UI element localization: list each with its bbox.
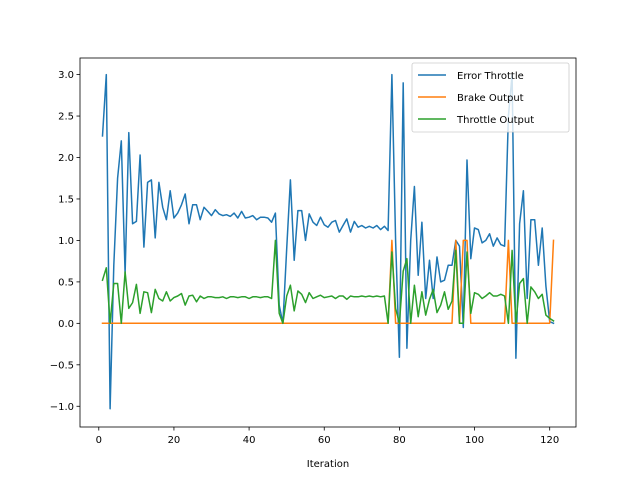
y-axis-ticks: −1.0 −0.5 0.0 0.5 1.0 1.5 2.0 2.5 3.0 bbox=[50, 70, 80, 413]
x-tick-label: 80 bbox=[393, 435, 406, 446]
legend-label-0: Error Throttle bbox=[457, 71, 524, 82]
legend-label-2: Throttle Output bbox=[456, 115, 534, 126]
y-tick-label: 2.5 bbox=[58, 112, 74, 123]
series-group bbox=[101, 73, 555, 410]
y-tick-label: 0.5 bbox=[58, 277, 74, 288]
x-axis-ticks: 0 20 40 60 80 100 120 bbox=[96, 427, 559, 446]
legend-label-1: Brake Output bbox=[457, 93, 524, 104]
series-line-0 bbox=[101, 73, 555, 410]
legend-box bbox=[411, 62, 570, 133]
y-tick-label: 1.5 bbox=[58, 194, 74, 205]
x-tick-label: 120 bbox=[540, 435, 559, 446]
x-tick-label: 0 bbox=[96, 435, 102, 446]
x-tick-label: 100 bbox=[465, 435, 484, 446]
x-tick-label: 20 bbox=[168, 435, 181, 446]
x-tick-label: 60 bbox=[318, 435, 331, 446]
y-tick-label: −1.0 bbox=[50, 402, 74, 413]
y-tick-label: 0.0 bbox=[58, 319, 74, 330]
plot-area bbox=[101, 73, 555, 410]
axes-frame bbox=[79, 57, 577, 428]
x-axis-label: Iteration bbox=[307, 459, 349, 470]
legend: Error Throttle Brake Output Throttle Outpu… bbox=[411, 62, 570, 133]
y-tick-label: 3.0 bbox=[58, 70, 74, 81]
series-line-2 bbox=[101, 239, 555, 325]
series-line-1 bbox=[101, 239, 555, 325]
x-tick-label: 40 bbox=[243, 435, 256, 446]
y-tick-label: 1.0 bbox=[58, 236, 74, 247]
y-tick-label: −0.5 bbox=[50, 360, 74, 371]
y-tick-label: 2.0 bbox=[58, 153, 74, 164]
